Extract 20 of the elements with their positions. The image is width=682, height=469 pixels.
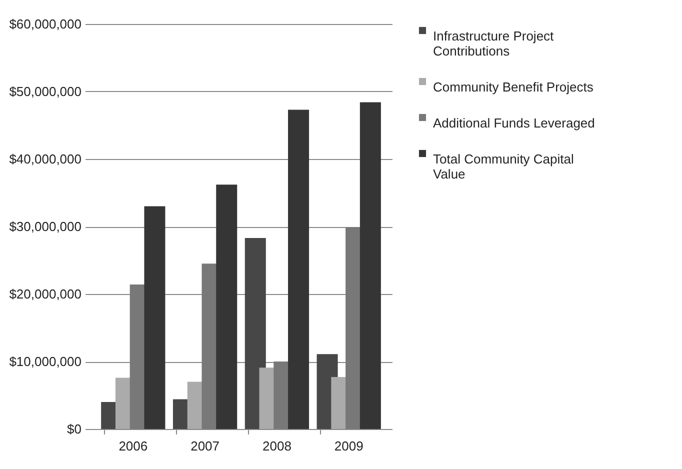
x-tick-label: 2008 xyxy=(262,438,292,454)
bar xyxy=(244,238,266,429)
legend-label: Total Community Capital Value xyxy=(433,152,574,182)
legend-label: Community Benefit Projects xyxy=(433,80,594,94)
legend-label: Additional Funds Leveraged xyxy=(433,116,595,130)
y-tick-label: $20,000,000 xyxy=(9,286,82,302)
y-tick-label: $40,000,000 xyxy=(9,152,82,166)
y-tick-label: $60,000,000 xyxy=(9,16,82,32)
y-tick-label: $0 xyxy=(67,422,82,436)
y-tick-label: $50,000,000 xyxy=(9,84,82,99)
bar xyxy=(360,102,381,429)
y-tick-label: $10,000,000 xyxy=(9,354,82,369)
x-tick-label: 2006 xyxy=(118,438,148,454)
bar xyxy=(288,110,310,429)
bar xyxy=(216,184,238,429)
x-tick-label: 2009 xyxy=(334,438,364,454)
y-tick-label: $30,000,000 xyxy=(9,219,82,234)
x-tick-label: 2007 xyxy=(190,438,220,454)
legend-label: Infrastructure Project Contributions xyxy=(433,28,554,58)
bar xyxy=(144,206,166,429)
